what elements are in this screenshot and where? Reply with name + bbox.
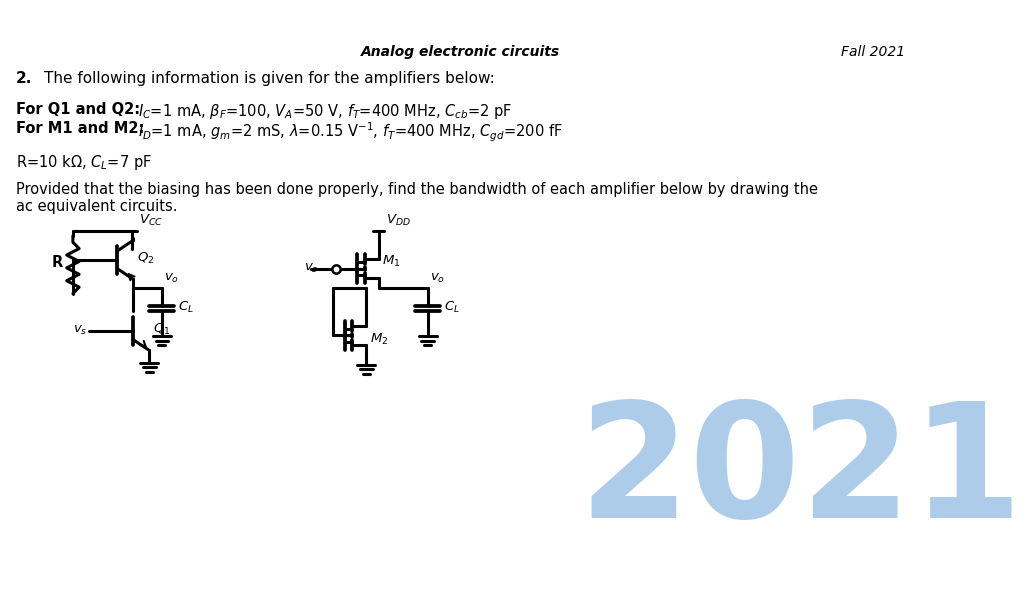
Text: $Q_2$: $Q_2$ [137, 251, 154, 266]
Text: $C_L$: $C_L$ [178, 300, 194, 315]
Text: $v_o$: $v_o$ [430, 271, 445, 285]
Text: R=10 k$\Omega$, $C_L$=7 pF: R=10 k$\Omega$, $C_L$=7 pF [16, 153, 152, 172]
Text: $V_{CC}$: $V_{CC}$ [139, 212, 163, 228]
Text: R: R [51, 255, 62, 270]
Text: $Q_1$: $Q_1$ [153, 322, 170, 337]
Text: $I_D$=1 mA, $g_m$=2 mS, $\lambda$=0.15 V$^{-1}$, $f_T$=400 MHz, $C_{gd}$=200 fF: $I_D$=1 mA, $g_m$=2 mS, $\lambda$=0.15 V… [138, 121, 563, 145]
Text: $M_1$: $M_1$ [382, 254, 401, 269]
Text: $v_s$: $v_s$ [304, 262, 318, 275]
Text: Provided that the biasing has been done properly, find the bandwidth of each amp: Provided that the biasing has been done … [16, 182, 818, 196]
Text: Analog electronic circuits: Analog electronic circuits [361, 45, 560, 58]
Text: $v_s$: $v_s$ [73, 324, 87, 337]
Text: The following information is given for the amplifiers below:: The following information is given for t… [45, 71, 495, 86]
Text: $C_L$: $C_L$ [443, 300, 460, 315]
Text: Fall 2021: Fall 2021 [841, 45, 905, 58]
Text: $I_C$=1 mA, $\beta_F$=100, $V_A$=50 V, $f_T$=400 MHz, $C_{cb}$=2 pF: $I_C$=1 mA, $\beta_F$=100, $V_A$=50 V, $… [138, 101, 512, 120]
Text: $V_{DD}$: $V_{DD}$ [385, 212, 410, 228]
Text: $v_o$: $v_o$ [165, 271, 179, 285]
Text: $M_2$: $M_2$ [370, 332, 388, 348]
Text: For M1 and M2:: For M1 and M2: [16, 121, 144, 136]
Text: 2.: 2. [16, 71, 32, 86]
Text: ac equivalent circuits.: ac equivalent circuits. [16, 199, 177, 214]
Text: 2021: 2021 [578, 396, 1023, 550]
Text: For Q1 and Q2:: For Q1 and Q2: [16, 101, 140, 117]
